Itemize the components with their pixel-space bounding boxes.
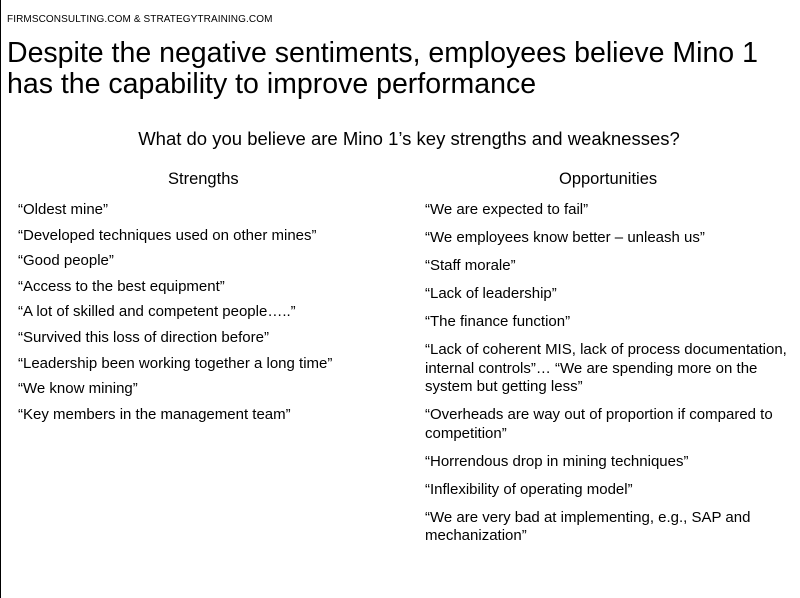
opportunity-item: “We are expected to fail”	[425, 201, 589, 218]
strength-item: “Leadership been working together a long…	[18, 354, 333, 372]
strength-item: “Survived this loss of direction before”	[18, 328, 269, 346]
opportunity-item: “Overheads are way out of proportion if …	[425, 406, 773, 442]
strength-item: “Oldest mine”	[18, 201, 109, 218]
opportunity-item: “We are very bad at implementing, e.g., …	[425, 508, 751, 545]
opportunity-item: “Horrendous drop in mining techniques”	[425, 452, 689, 470]
strength-item: “We know mining”	[18, 380, 138, 398]
opportunities-heading: Opportunities	[559, 170, 658, 188]
opportunity-item: “Inflexibility of operating model”	[425, 480, 633, 498]
strength-item: “Developed techniques used on other mine…	[18, 226, 317, 244]
strength-item: “Key members in the management team”	[18, 405, 291, 423]
strength-item: “A lot of skilled and competent people….…	[18, 303, 296, 321]
opportunity-item: “Lack of coherent MIS, lack of process d…	[425, 341, 787, 395]
survey-question: What do you believe are Mino 1’s key str…	[138, 128, 680, 149]
opportunity-item: “We employees know better – unleash us”	[425, 229, 705, 246]
strength-item: “Access to the best equipment”	[18, 277, 225, 295]
header-note: FIRMSCONSULTING.COM & STRATEGYTRAINING.C…	[7, 14, 273, 25]
strengths-list: “Oldest mine” “Developed techniques used…	[18, 201, 398, 431]
slide-title: Despite the negative sentiments, employe…	[7, 38, 797, 100]
opportunities-list: “We are expected to fail” “We employees …	[425, 201, 795, 555]
strength-item: “Good people”	[18, 252, 114, 270]
slide-title-text: Despite the negative sentiments, employe…	[7, 37, 758, 100]
opportunity-item: “Staff morale”	[425, 257, 516, 274]
strengths-heading: Strengths	[168, 170, 239, 188]
opportunity-item: “The finance function”	[425, 313, 571, 330]
opportunity-item: “Lack of leadership”	[425, 285, 557, 302]
